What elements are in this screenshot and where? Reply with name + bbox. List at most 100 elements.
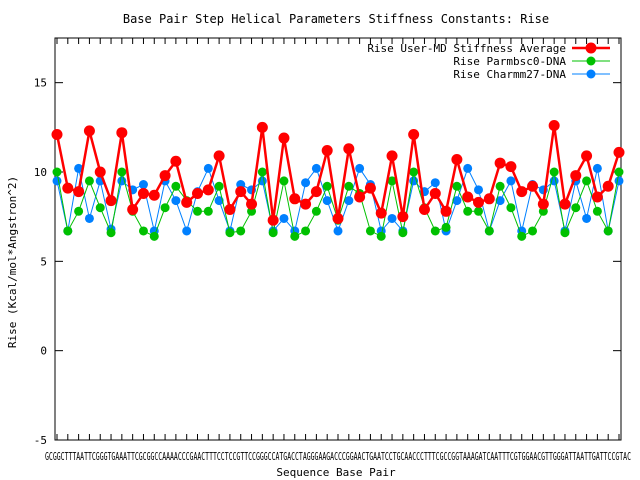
data-point (560, 228, 570, 238)
x-axis-label: Sequence Base Pair (276, 466, 396, 479)
data-point (290, 231, 300, 241)
data-point (63, 226, 73, 236)
data-point (592, 163, 602, 173)
data-point (333, 226, 343, 236)
data-point (408, 128, 420, 140)
data-point (571, 203, 581, 213)
data-point (603, 226, 613, 236)
data-point (582, 176, 592, 186)
data-point (364, 182, 376, 194)
data-point (322, 181, 332, 191)
data-point (181, 196, 193, 208)
data-point (462, 191, 474, 203)
data-point (430, 226, 440, 236)
data-point (193, 206, 202, 216)
data-point (343, 143, 355, 155)
data-point (592, 206, 602, 216)
data-point (225, 228, 235, 238)
data-point (365, 226, 375, 236)
data-point (397, 211, 409, 223)
data-point (376, 231, 386, 241)
data-point (267, 214, 279, 226)
data-point (495, 196, 505, 206)
data-point (440, 205, 452, 217)
data-point (483, 193, 495, 205)
data-point (516, 186, 528, 198)
data-point (182, 226, 192, 236)
data-point (117, 167, 127, 177)
data-point (506, 203, 516, 213)
x-axis-ticks: GCGGCTTTAATTCGGGTGAAATTCGCGGCCAAAACCCGAA… (45, 38, 631, 463)
data-point (549, 167, 559, 177)
data-point (463, 206, 473, 216)
data-point (517, 231, 527, 241)
data-point (279, 176, 289, 186)
data-point (84, 213, 94, 223)
data-point (301, 178, 311, 188)
data-point (74, 163, 84, 173)
data-point (451, 153, 463, 165)
data-point (344, 181, 354, 191)
data-point (332, 212, 344, 224)
data-point (138, 180, 148, 190)
data-point (94, 166, 106, 178)
x-tick-labels: GCGGCTTTAATTCGGGTGAAATTCGCGGCCAAAACCCGAA… (45, 450, 631, 463)
data-point (203, 206, 213, 216)
legend-marker (586, 56, 596, 66)
data-point (418, 204, 430, 216)
data-point (321, 145, 333, 157)
data-point (278, 132, 290, 144)
data-point (473, 196, 484, 208)
legend-label: Rise Charmm27-DNA (453, 68, 566, 81)
data-point (386, 150, 398, 162)
data-point (279, 213, 289, 223)
data-point (537, 198, 549, 210)
legend-label: Rise Parmbsc0-DNA (453, 55, 566, 68)
y-tick-label: 15 (34, 77, 47, 90)
data-point (591, 191, 603, 203)
data-point (474, 206, 483, 216)
data-point (289, 193, 301, 205)
data-point (581, 150, 593, 162)
data-point (548, 120, 560, 132)
data-point (203, 163, 213, 173)
data-point (602, 180, 614, 192)
data-point (613, 146, 625, 158)
plot-border (54, 37, 622, 441)
data-point (149, 231, 159, 241)
data-point (106, 228, 116, 238)
data-point (429, 187, 441, 199)
data-point (387, 176, 397, 186)
data-point (505, 161, 517, 173)
data-point (495, 181, 505, 191)
y-axis-ticks: -5 0 5 10 15 (34, 77, 621, 447)
data-point (484, 226, 494, 236)
data-point (354, 191, 366, 203)
data-point (387, 213, 397, 223)
data-point (311, 206, 321, 216)
data-point (528, 226, 538, 236)
data-point (506, 176, 516, 186)
y-axis-label: Rise (Kcal/mol*Angstron^2) (6, 176, 19, 348)
data-point (105, 195, 117, 207)
series-layer (51, 120, 625, 241)
data-point (52, 176, 62, 186)
data-point (494, 157, 506, 169)
data-point (398, 228, 408, 238)
legend-marker (585, 42, 597, 54)
data-point (257, 167, 267, 177)
data-point (213, 150, 225, 162)
data-point (214, 196, 224, 206)
data-point (570, 170, 582, 182)
data-point (409, 167, 419, 177)
data-point (224, 204, 236, 216)
chart-title: Base Pair Step Helical Parameters Stiffn… (123, 12, 549, 26)
data-point (246, 198, 258, 210)
data-point (95, 203, 105, 213)
data-point (160, 203, 170, 213)
y-tick-label: 5 (40, 255, 47, 268)
data-point (310, 186, 322, 198)
data-point (463, 163, 473, 173)
data-point (192, 187, 203, 199)
